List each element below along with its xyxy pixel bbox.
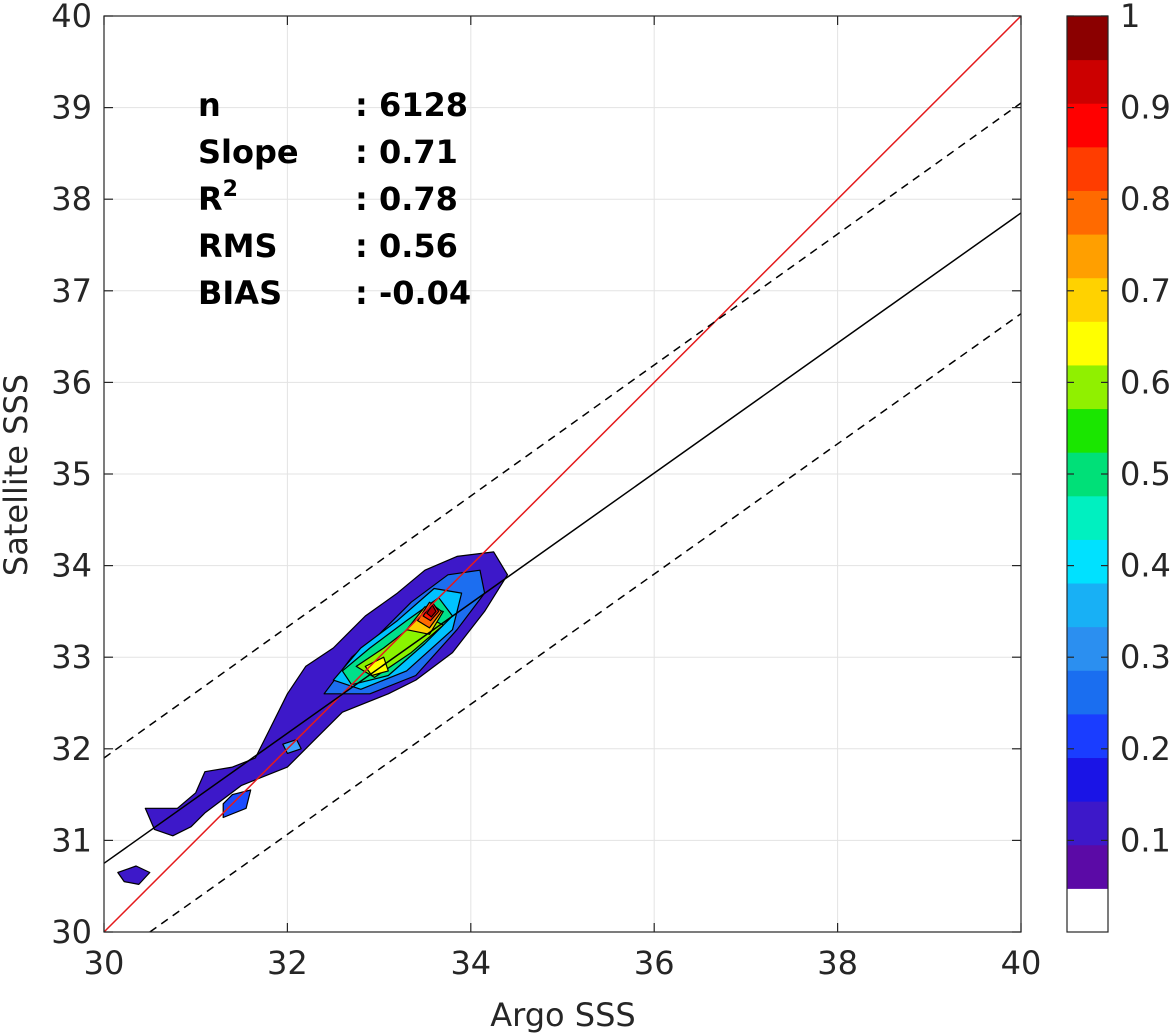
stat-value: : -0.04 <box>355 274 471 312</box>
colorbar-tick-label: 1 <box>1120 0 1140 35</box>
stat-label: Slope <box>198 133 299 171</box>
x-tick-label: 32 <box>267 944 308 982</box>
stat-label: R2 <box>198 177 238 218</box>
density-contour <box>222 789 252 819</box>
stat-value: : 0.78 <box>355 180 458 218</box>
stat-value: : 0.71 <box>355 133 458 171</box>
regression-line <box>103 212 1022 864</box>
y-tick-label: 35 <box>51 455 92 493</box>
colorbar-swatch <box>1067 103 1108 148</box>
colorbar-swatch <box>1067 539 1108 584</box>
y-tick-label: 34 <box>51 547 92 585</box>
x-axis-label: Argo SSS <box>490 996 635 1034</box>
colorbar-tick-label: 0.3 <box>1120 638 1171 676</box>
colorbar-swatch <box>1067 801 1108 846</box>
y-tick-label: 38 <box>51 180 92 218</box>
colorbar-swatch <box>1067 844 1108 889</box>
statistics-box: n : 6128 Slope : 0.71 R2 : 0.78 RMS : 0.56 BIAS:… <box>198 86 471 312</box>
colorbar-swatch <box>1067 146 1108 191</box>
y-tick-label: 36 <box>51 363 92 401</box>
density-contour <box>117 865 151 886</box>
colorbar-swatch <box>1067 277 1108 322</box>
y-tick-label: 37 <box>51 272 92 310</box>
colorbar-swatch <box>1067 888 1108 933</box>
y-tick-label: 31 <box>51 821 92 859</box>
colorbar-swatch <box>1067 234 1108 279</box>
y-tick-label: 40 <box>51 0 92 35</box>
colorbar-swatch <box>1067 321 1108 366</box>
colorbar-swatch <box>1067 713 1108 759</box>
colorbar-tick-label: 0.2 <box>1120 730 1171 768</box>
x-tick-label: 36 <box>634 944 675 982</box>
colorbar-tick-label: 0.4 <box>1120 547 1171 585</box>
colorbar-swatch <box>1067 495 1108 540</box>
colorbar-tick-label: 0.9 <box>1120 89 1171 127</box>
stat-label: BIAS <box>198 274 282 312</box>
stat-label: RMS <box>198 227 278 265</box>
colorbar-swatch <box>1067 757 1108 802</box>
colorbar-tick-label: 0.7 <box>1120 272 1171 310</box>
colorbar-tick-label: 0.6 <box>1120 363 1171 401</box>
y-tick-label: 33 <box>51 638 92 676</box>
density-contour <box>426 604 437 618</box>
reference-lines <box>103 15 1022 933</box>
x-tick-label: 34 <box>450 944 491 982</box>
colorbar-swatch <box>1067 16 1108 61</box>
axis-ticks: 30 32 34 36 38 40 30 31 32 33 34 35 36 37 38 39 40 <box>51 0 1041 982</box>
colorbar-swatch <box>1067 626 1108 671</box>
x-tick-label: 30 <box>84 944 125 982</box>
stat-value: : 6128 <box>355 86 468 124</box>
x-tick-label: 40 <box>1001 944 1042 982</box>
colorbar-swatch <box>1067 408 1108 453</box>
lower-bound-line <box>149 313 1022 933</box>
one-to-one-line <box>103 15 1022 933</box>
stat-label-superscript: 2 <box>223 177 238 202</box>
density-contours <box>117 551 509 886</box>
x-tick-label: 38 <box>817 944 858 982</box>
y-tick-label: 32 <box>51 730 92 768</box>
y-tick-label: 39 <box>51 89 92 127</box>
stat-value: : 0.56 <box>355 227 458 265</box>
colorbar-swatch <box>1067 59 1108 104</box>
stat-label: n <box>198 86 221 124</box>
colorbar-swatch <box>1067 190 1108 235</box>
colorbar-tick-label: 0.8 <box>1120 180 1171 218</box>
colorbar-tick-label: 0.1 <box>1120 821 1171 859</box>
colorbar: 0.1 0.2 0.3 0.4 0.5 0.6 0.7 0.8 0.9 1 <box>1066 0 1171 933</box>
y-tick-label: 30 <box>51 913 92 951</box>
y-axis-label: Satellite SSS <box>0 374 35 576</box>
colorbar-swatch <box>1067 364 1108 410</box>
colorbar-tick-label: 0.5 <box>1120 455 1171 493</box>
density-contour <box>364 656 389 677</box>
upper-bound-line <box>103 102 1022 759</box>
colorbar-swatch <box>1067 583 1108 628</box>
colorbar-swatch <box>1067 670 1108 715</box>
